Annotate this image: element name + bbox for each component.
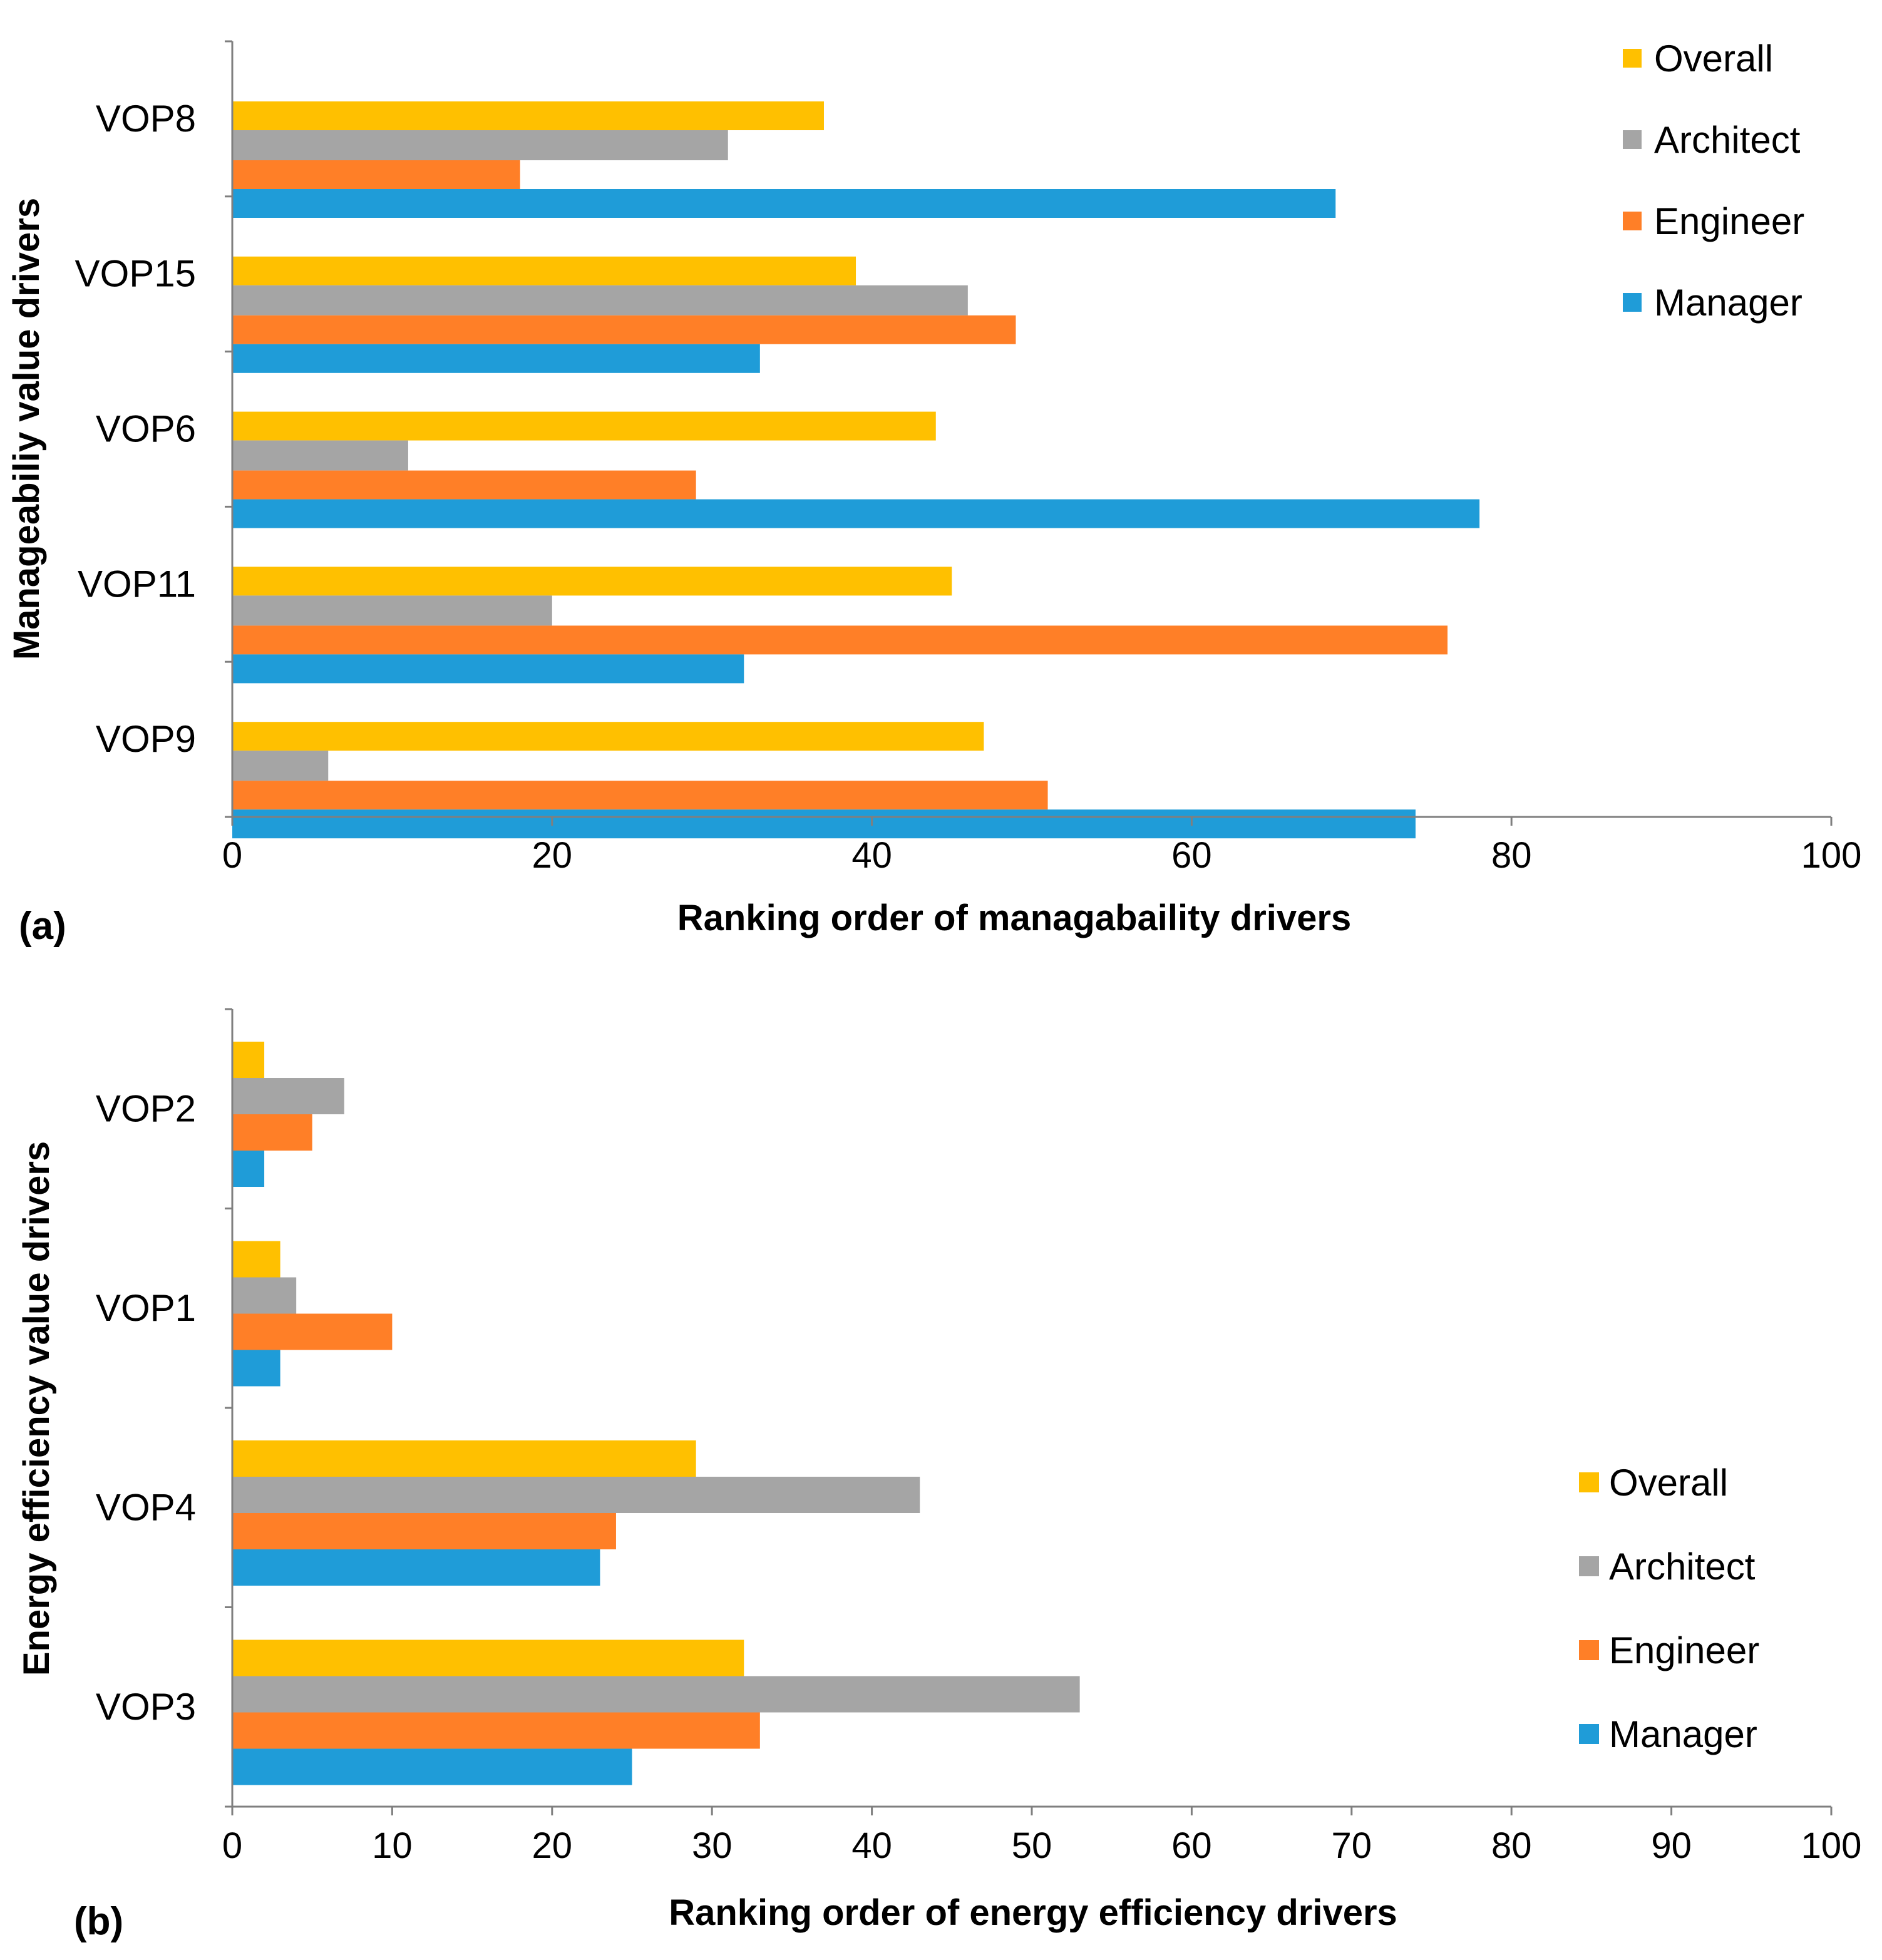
category-label-vop8: VOP8 xyxy=(96,98,196,140)
category-label-vop4: VOP4 xyxy=(96,1486,196,1528)
category-label-vop9: VOP9 xyxy=(96,718,196,760)
panel-b-chart: VOP2 VOP1 VOP4 VOP3 0 10 20 30 40 50 60 70 80 90 100 Ra… xyxy=(16,1008,1862,1943)
panel-a-chart: VOP8 VOP15 VOP6 VOP11 VOP9 0 20 40 60 80 100 Rankin… xyxy=(6,38,1861,948)
legend-label-architect: Architect xyxy=(1609,1546,1756,1588)
bar-vop9-overall xyxy=(232,722,984,751)
bar-vop8-engineer xyxy=(232,160,520,189)
x-tick-label: 80 xyxy=(1491,835,1532,876)
bar-vop15-engineer xyxy=(232,315,1016,344)
bar-vop15-manager xyxy=(232,344,760,373)
panel-label-b: (b) xyxy=(74,1900,123,1943)
legend-label-architect: Architect xyxy=(1654,119,1801,161)
x-tick-label: 20 xyxy=(532,835,573,876)
legend-swatch-architect xyxy=(1623,130,1642,149)
bar-vop3-overall xyxy=(232,1639,744,1676)
legend-swatch-engineer xyxy=(1579,1640,1599,1660)
x-tick-label: 90 xyxy=(1651,1825,1692,1866)
legend-label-overall: Overall xyxy=(1654,38,1773,80)
legend-swatch-engineer xyxy=(1623,212,1642,230)
bar-vop8-manager xyxy=(232,189,1336,218)
x-tick-label: 60 xyxy=(1171,1825,1212,1866)
x-tick-label: 80 xyxy=(1491,1825,1532,1866)
category-label-vop11: VOP11 xyxy=(78,563,196,605)
bar-vop6-manager xyxy=(232,499,1480,528)
x-tick-label: 100 xyxy=(1801,1825,1862,1866)
panel-b-legend: Overall Architect Engineer Manager xyxy=(1579,1462,1759,1755)
bar-vop4-engineer xyxy=(232,1513,616,1549)
x-tick-label: 10 xyxy=(372,1825,413,1866)
bar-vop4-architect xyxy=(232,1477,920,1513)
x-tick-label: 20 xyxy=(532,1825,573,1866)
panel-a-legend: Overall Architect Engineer Manager xyxy=(1623,38,1804,324)
bar-vop2-architect xyxy=(232,1078,344,1114)
bar-vop11-architect xyxy=(232,595,552,626)
panel-b-y-axis-title: Energy efficiency value drivers xyxy=(16,1141,57,1676)
bar-vop2-manager xyxy=(232,1151,265,1187)
bar-vop3-manager xyxy=(232,1748,632,1785)
panel-a-x-axis-title: Ranking order of managabaility drivers xyxy=(677,898,1352,938)
legend-label-manager: Manager xyxy=(1654,282,1802,324)
bar-vop2-engineer xyxy=(232,1114,312,1151)
legend-swatch-overall xyxy=(1579,1472,1599,1492)
bar-vop11-overall xyxy=(232,567,952,596)
x-tick-label: 30 xyxy=(692,1825,733,1866)
bar-vop3-architect xyxy=(232,1676,1080,1713)
bar-vop15-architect xyxy=(232,285,968,316)
category-label-vop15: VOP15 xyxy=(75,253,196,295)
legend-label-manager: Manager xyxy=(1609,1713,1757,1755)
x-tick-label: 100 xyxy=(1801,835,1862,876)
bar-vop15-overall xyxy=(232,256,856,285)
bar-vop9-architect xyxy=(232,751,329,781)
x-tick-label: 70 xyxy=(1332,1825,1372,1866)
x-tick-label: 0 xyxy=(222,1825,242,1866)
bar-vop6-engineer xyxy=(232,470,696,500)
legend-swatch-manager xyxy=(1623,293,1642,312)
legend-label-engineer: Engineer xyxy=(1654,200,1804,242)
legend-swatch-overall xyxy=(1623,49,1642,68)
bar-vop4-manager xyxy=(232,1549,600,1586)
panel-label-a: (a) xyxy=(19,905,66,948)
x-tick-label: 60 xyxy=(1171,835,1212,876)
legend-label-overall: Overall xyxy=(1609,1462,1728,1504)
panel-a-bars xyxy=(232,101,1480,839)
bar-vop6-overall xyxy=(232,411,936,441)
x-tick-label: 50 xyxy=(1012,1825,1052,1866)
category-label-vop2: VOP2 xyxy=(96,1087,196,1129)
bar-vop1-architect xyxy=(232,1277,297,1314)
panel-b-bars xyxy=(232,1042,1080,1785)
legend-swatch-architect xyxy=(1579,1556,1599,1576)
bar-vop4-overall xyxy=(232,1440,696,1477)
legend-label-engineer: Engineer xyxy=(1609,1629,1759,1671)
bar-vop9-engineer xyxy=(232,781,1048,810)
bar-vop8-architect xyxy=(232,130,728,160)
x-tick-label: 40 xyxy=(851,1825,892,1866)
x-tick-label: 0 xyxy=(222,835,242,876)
panel-a-y-axis-title: Manageabiliy value drivers xyxy=(6,198,47,660)
bar-vop1-engineer xyxy=(232,1313,393,1350)
category-label-vop1: VOP1 xyxy=(96,1287,196,1329)
category-label-vop3: VOP3 xyxy=(96,1686,196,1728)
bar-vop11-manager xyxy=(232,654,744,684)
bar-vop8-overall xyxy=(232,101,824,130)
x-tick-label: 40 xyxy=(851,835,892,876)
bar-vop6-architect xyxy=(232,440,408,471)
category-label-vop6: VOP6 xyxy=(96,408,196,450)
bar-vop1-overall xyxy=(232,1241,280,1278)
bar-vop2-overall xyxy=(232,1042,265,1078)
bar-vop1-manager xyxy=(232,1350,280,1387)
legend-swatch-manager xyxy=(1579,1724,1599,1744)
panel-b-x-axis-title: Ranking order of energy efficiency drive… xyxy=(669,1892,1397,1933)
bar-vop3-engineer xyxy=(232,1712,760,1749)
bar-vop9-manager xyxy=(232,809,1416,839)
bar-vop11-engineer xyxy=(232,625,1448,655)
